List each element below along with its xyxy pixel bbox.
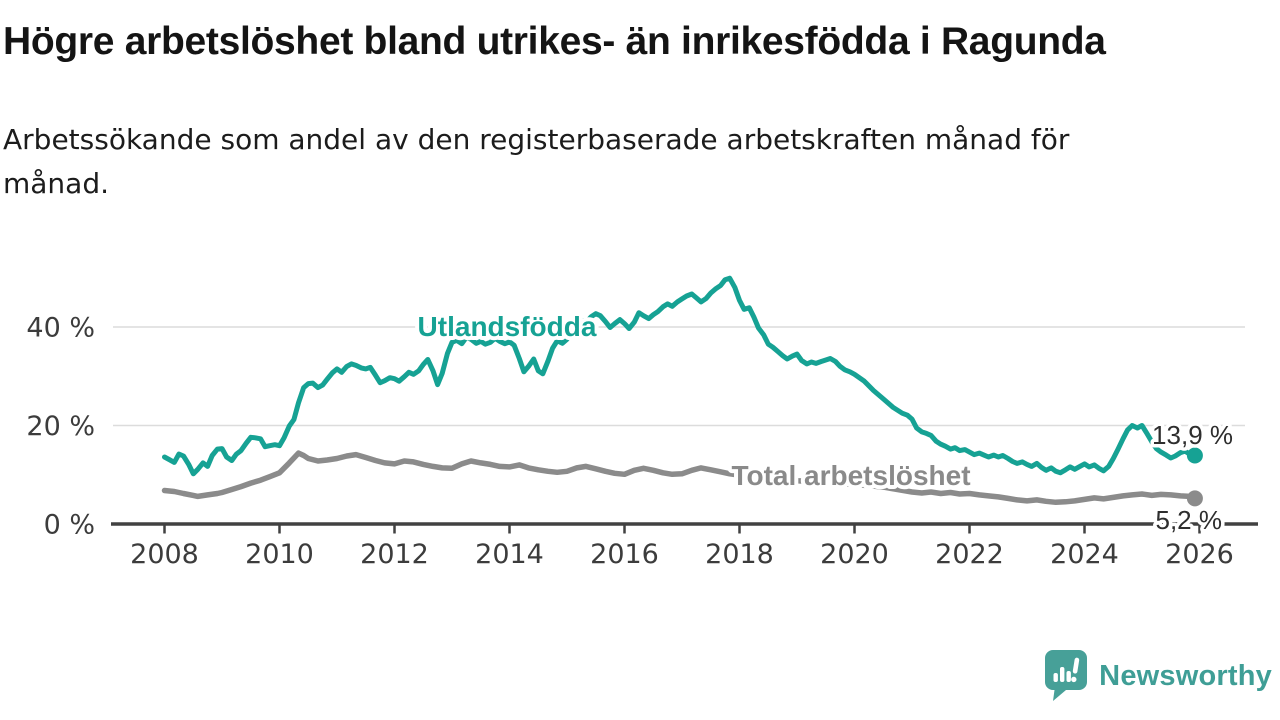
x-tick-label-2022: 2022 [935,539,1004,570]
page-title: Högre arbetslöshet bland utrikes- än inr… [3,20,1106,63]
y-tick-label-0: 0 % [44,510,95,541]
series-label-utlandsfodda: Utlandsfödda [418,311,597,342]
end-dot-total-arbetsloshet [1186,490,1203,507]
x-tick-label-2010: 2010 [245,539,314,570]
series-line-total-arbetsloshet [161,450,1198,506]
end-value-label-total: 5,2 % [1156,505,1223,535]
x-tick-label-2008: 2008 [130,539,199,570]
x-tick-label-2018: 2018 [705,539,774,570]
x-tick-label-2024: 2024 [1050,539,1119,570]
x-tick-label-2026: 2026 [1165,539,1234,570]
newsworthy-wordmark: Newsworthy [1099,659,1272,692]
x-tick-label-2014: 2014 [475,539,544,570]
generated-chart-layer [161,275,1203,534]
x-tick-label-2012: 2012 [360,539,429,570]
series-line-utlandsfodda [162,275,1198,477]
x-tick-label-2020: 2020 [820,539,889,570]
y-tick-label-20: 20 % [26,411,95,442]
end-dot-utlandsfodda [1186,447,1203,464]
y-tick-label-40: 40 % [26,313,95,344]
end-value-label-utlandsfodda: 13,9 % [1152,420,1233,450]
page-subtitle: Arbetssökande som andel av den registerb… [3,123,1070,200]
series-label-total-arbetsloshet: Total arbetslöshet [731,460,970,491]
newsworthy-speech-bubble-bar-chart-icon [1045,650,1088,701]
x-tick-label-2016: 2016 [590,539,659,570]
newsworthy-logo: Newsworthy [1041,648,1272,704]
